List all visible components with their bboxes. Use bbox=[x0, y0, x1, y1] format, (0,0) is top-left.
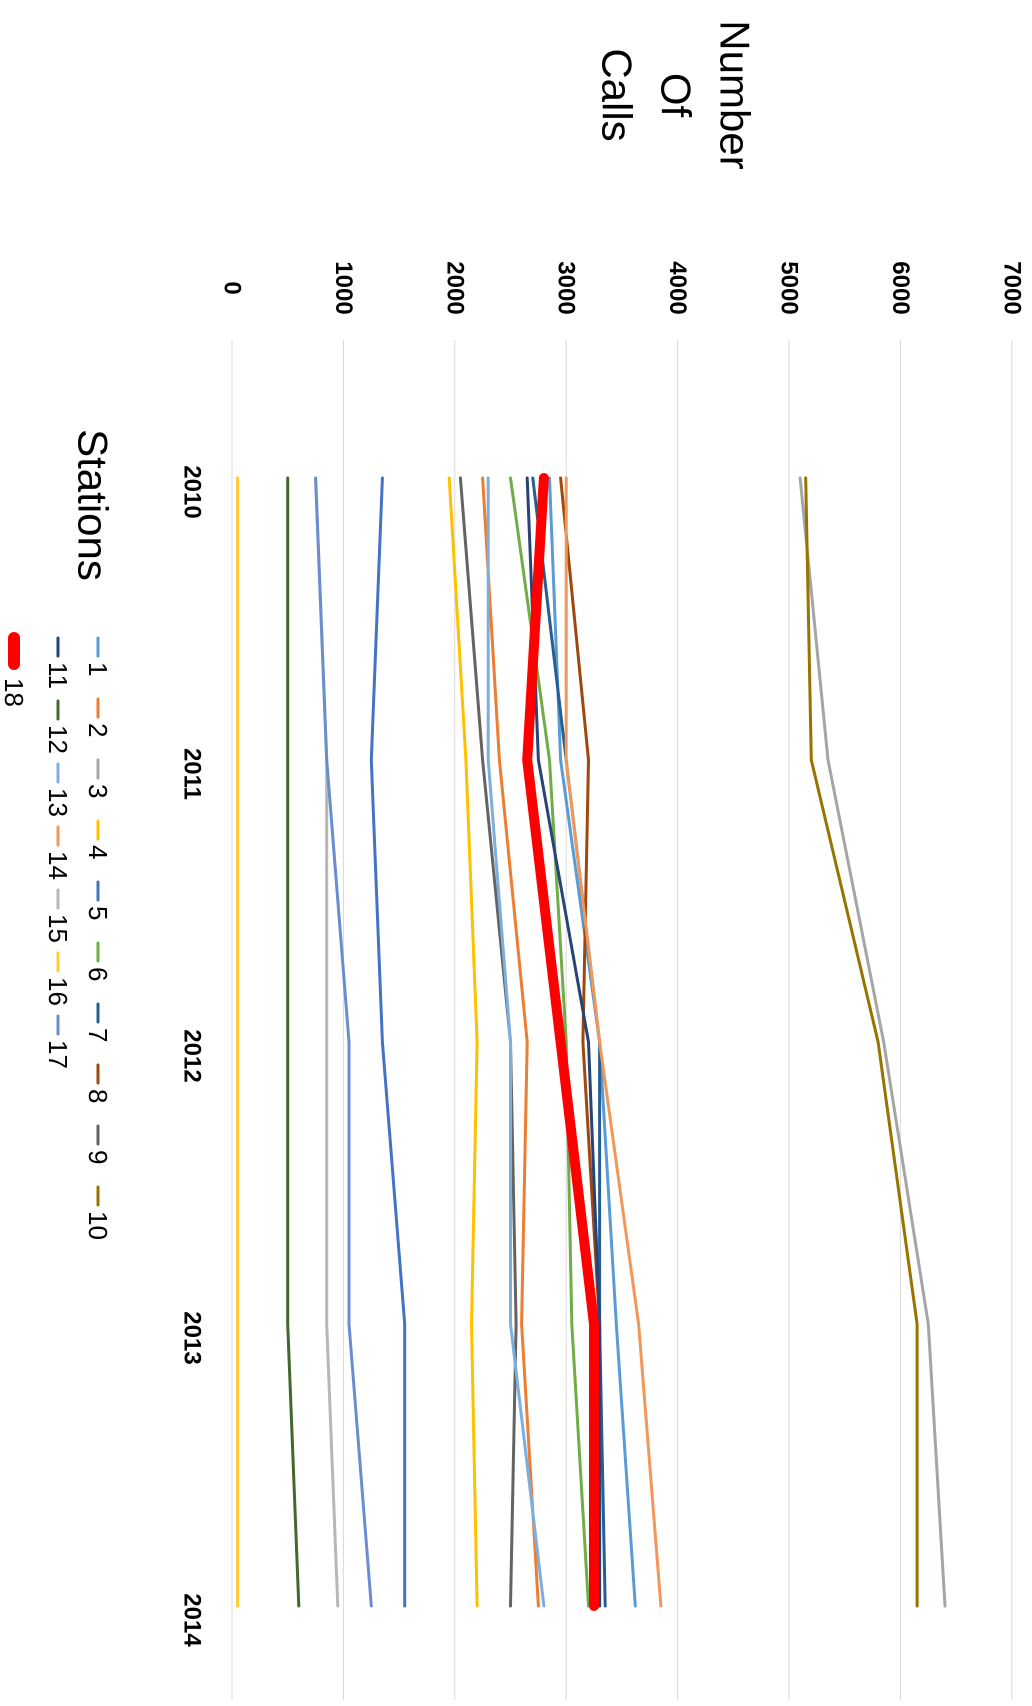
y-tick-label: 5000 bbox=[776, 261, 803, 314]
y-axis-title-word: Number bbox=[712, 20, 759, 169]
y-axis-ticks: 0 1000 2000 3000 4000 5000 6000 7000 bbox=[219, 261, 1026, 314]
series-line-18 bbox=[522, 473, 599, 1611]
series-line-13 bbox=[486, 476, 546, 1608]
y-tick-label: 2000 bbox=[441, 261, 468, 314]
series-line-12 bbox=[286, 476, 301, 1608]
legend-label-2: 2 bbox=[83, 723, 113, 737]
series-line-5 bbox=[369, 476, 407, 1608]
y-axis-title-word: Of bbox=[653, 73, 700, 118]
legend-label-10: 10 bbox=[83, 1211, 113, 1240]
x-tick-label: 2014 bbox=[179, 1593, 206, 1647]
series-line-14 bbox=[564, 476, 663, 1608]
y-tick-label: 0 bbox=[219, 281, 246, 294]
legend-label-6: 6 bbox=[83, 967, 113, 981]
series-line-15 bbox=[314, 476, 340, 1608]
legend-label-8: 8 bbox=[83, 1089, 113, 1103]
y-axis-title-word: Calls bbox=[594, 48, 641, 141]
series-line-3 bbox=[798, 476, 947, 1608]
legend-label-4: 4 bbox=[83, 845, 113, 859]
y-axis-title: Number Of Calls bbox=[594, 20, 759, 169]
legend-label-15: 15 bbox=[43, 914, 73, 943]
y-tick-label: 4000 bbox=[664, 261, 691, 314]
series-line-17 bbox=[314, 476, 373, 1608]
x-tick-label: 2013 bbox=[179, 1311, 206, 1364]
y-tick-label: 1000 bbox=[330, 261, 357, 314]
legend-label-7: 7 bbox=[83, 1028, 113, 1042]
legend-title: Stations bbox=[70, 429, 117, 581]
gridlines bbox=[231, 340, 1013, 1700]
y-tick-label: 3000 bbox=[553, 261, 580, 314]
legend-label-1: 1 bbox=[83, 662, 113, 676]
x-tick-label: 2010 bbox=[179, 465, 206, 518]
y-tick-label: 6000 bbox=[887, 261, 914, 314]
legend-label-11: 11 bbox=[43, 662, 73, 689]
legend-label-5: 5 bbox=[83, 906, 113, 920]
legend-label-17: 17 bbox=[43, 1040, 73, 1069]
x-tick-label: 2011 bbox=[179, 748, 206, 800]
legend-label-9: 9 bbox=[83, 1150, 113, 1164]
x-tick-label: 2012 bbox=[179, 1029, 206, 1082]
legend-label-14: 14 bbox=[43, 851, 73, 880]
series-line-10 bbox=[804, 476, 919, 1608]
y-tick-label: 7000 bbox=[998, 261, 1025, 314]
x-axis-ticks: 2010 2011 2012 2013 2014 bbox=[179, 465, 206, 1647]
legend-label-12: 12 bbox=[43, 725, 73, 754]
legend-label-16: 16 bbox=[43, 977, 73, 1006]
legend-label-3: 3 bbox=[83, 784, 113, 798]
legend-label-13: 13 bbox=[43, 788, 73, 817]
series-lines bbox=[236, 473, 947, 1611]
series-line-4 bbox=[447, 476, 479, 1608]
series-line-2 bbox=[481, 476, 540, 1608]
legend-label-18: 18 bbox=[0, 678, 29, 707]
